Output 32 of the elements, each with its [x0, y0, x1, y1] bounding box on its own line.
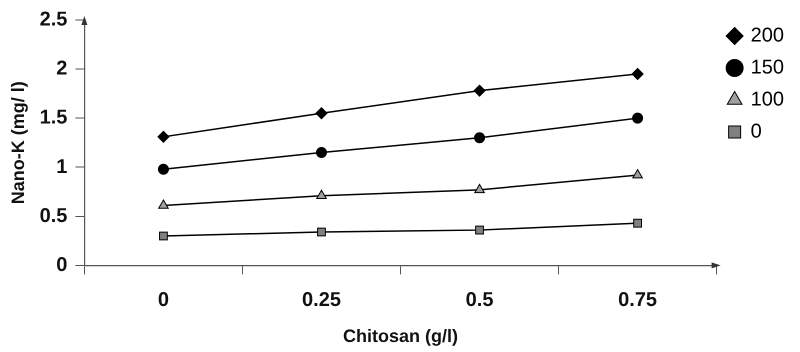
x-tick-label: 0.25 [302, 288, 341, 311]
point [474, 184, 485, 194]
point [633, 218, 642, 228]
y-tick-label: 0.5 [40, 204, 68, 227]
x-tick-label: 0 [158, 288, 169, 311]
point [632, 112, 644, 124]
point [157, 130, 170, 143]
legend-label: 150 [750, 56, 784, 79]
y-axis-title: Nano-K (mg/ l) [8, 81, 28, 204]
point [158, 164, 169, 175]
point [316, 190, 327, 199]
point [632, 169, 643, 178]
y-tick-label: 0 [56, 254, 68, 276]
point [315, 107, 328, 120]
point [158, 200, 169, 209]
y-tick-label: 2.5 [40, 8, 68, 31]
y-tick-label: 2 [56, 58, 68, 80]
point [316, 147, 327, 158]
legend-label: 200 [750, 24, 784, 47]
legend-label: 100 [750, 88, 784, 111]
point [474, 132, 486, 144]
point [632, 68, 644, 80]
point [317, 228, 326, 236]
point [475, 226, 484, 234]
legend-label: 0 [750, 120, 762, 143]
y-tick-label: 1 [56, 156, 68, 178]
point [474, 84, 486, 97]
point [159, 232, 168, 240]
x-axis-title: Chitosan (g/l) [343, 326, 458, 346]
x-tick-label: 0.5 [466, 288, 494, 311]
x-tick-label: 0.75 [618, 288, 658, 311]
y-tick-label: 1.5 [40, 106, 68, 129]
